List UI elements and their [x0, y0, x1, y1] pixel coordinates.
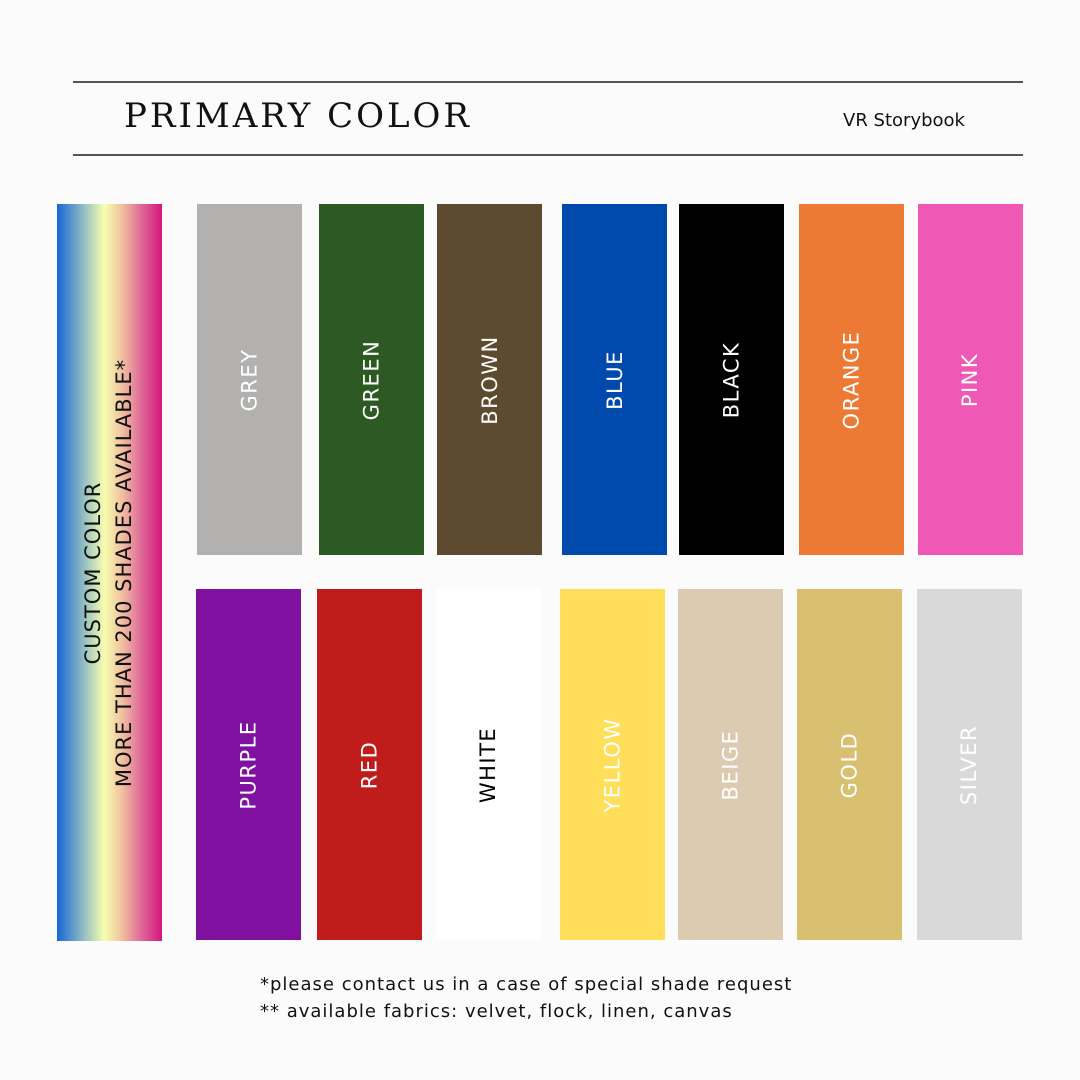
page-title: PRIMARY COLOR: [124, 96, 473, 136]
custom-color-label: CUSTOM COLOR: [81, 481, 106, 664]
swatch-label: SILVER: [957, 724, 982, 805]
swatch-white: WHITE: [436, 589, 541, 940]
swatch-label: GREY: [237, 348, 262, 411]
brand-name: VR Storybook: [843, 110, 965, 131]
swatch-yellow: YELLOW: [560, 589, 665, 940]
footnote-shade: *please contact us in a case of special …: [260, 974, 793, 995]
swatch-label: BLUE: [602, 349, 627, 410]
swatch-pink: PINK: [918, 204, 1023, 555]
header-top-divider: [73, 81, 1023, 83]
swatch-blue: BLUE: [562, 204, 667, 555]
swatch-gold: GOLD: [797, 589, 902, 940]
swatch-label: PURPLE: [236, 719, 261, 810]
swatch-label: YELLOW: [600, 716, 625, 813]
swatch-green: GREEN: [319, 204, 424, 555]
swatch-red: RED: [317, 589, 422, 940]
swatch-beige: BEIGE: [678, 589, 783, 940]
swatch-brown: BROWN: [437, 204, 542, 555]
custom-color-sublabel: MORE THAN 200 SHADES AVAILABLE*: [112, 358, 137, 787]
swatch-silver: SILVER: [917, 589, 1022, 940]
custom-color-swatch: CUSTOM COLOR MORE THAN 200 SHADES AVAILAB…: [57, 204, 162, 941]
footnote-fabrics: ** available fabrics: velvet, flock, lin…: [260, 1001, 733, 1022]
swatch-label: WHITE: [476, 726, 501, 803]
swatch-black: BLACK: [679, 204, 784, 555]
swatch-label: BEIGE: [718, 729, 743, 800]
swatch-label: PINK: [958, 352, 983, 407]
swatch-label: ORANGE: [839, 330, 864, 429]
header-bottom-divider: [73, 154, 1023, 156]
swatch-label: BROWN: [477, 334, 502, 425]
swatch-label: BLACK: [719, 341, 744, 418]
swatch-purple: PURPLE: [196, 589, 301, 940]
swatch-orange: ORANGE: [799, 204, 904, 555]
swatch-label: GREEN: [359, 339, 384, 420]
swatch-label: RED: [357, 740, 382, 789]
swatch-grey: GREY: [197, 204, 302, 555]
swatch-label: GOLD: [837, 731, 862, 798]
